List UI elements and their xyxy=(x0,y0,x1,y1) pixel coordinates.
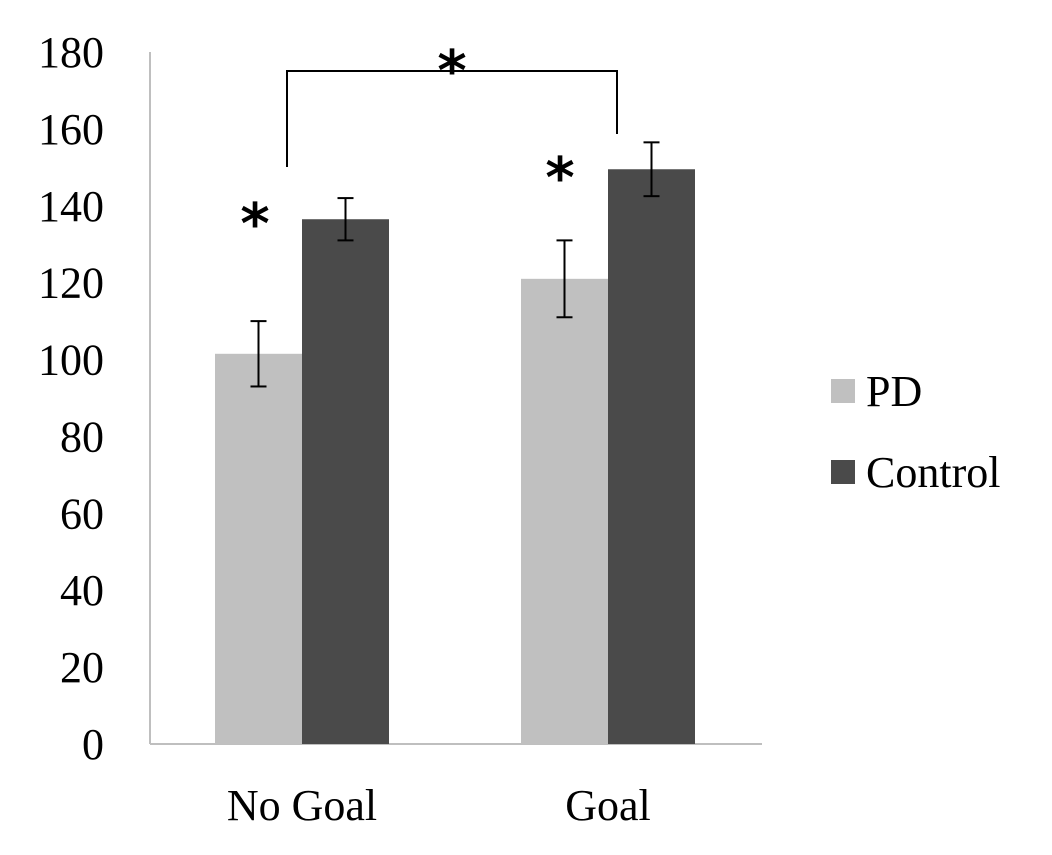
y-tick-label: 100 xyxy=(38,336,104,385)
y-tick-label: 180 xyxy=(38,28,104,77)
legend-label-pd: PD xyxy=(866,367,922,416)
legend-label-control: Control xyxy=(866,448,1000,497)
y-tick-label: 40 xyxy=(60,566,104,615)
bar-control-no-goal xyxy=(302,219,389,744)
bar-control-goal xyxy=(608,169,695,744)
x-category-label: No Goal xyxy=(227,781,377,830)
y-tick-label: 80 xyxy=(60,412,104,461)
legend-swatch-pd xyxy=(831,379,855,403)
y-tick-label: 20 xyxy=(60,643,104,692)
bars xyxy=(215,169,695,744)
significance-star: * xyxy=(545,146,574,211)
error-bars xyxy=(250,141,660,388)
y-tick-label: 60 xyxy=(60,489,104,538)
x-category-label: Goal xyxy=(565,781,651,830)
bar-pd-no-goal xyxy=(215,353,302,744)
y-tick-label: 140 xyxy=(38,182,104,231)
significance-star-between: * xyxy=(437,39,466,104)
significance-annotations: * * * xyxy=(240,39,618,257)
significance-star: * xyxy=(240,192,269,257)
x-axis-category-labels: No Goal Goal xyxy=(227,781,651,830)
significance-bracket xyxy=(286,70,618,167)
y-tick-label: 160 xyxy=(38,105,104,154)
bar-pd-goal xyxy=(521,278,608,744)
y-tick-label: 120 xyxy=(38,259,104,308)
legend: PD Control xyxy=(831,367,1000,497)
legend-swatch-control xyxy=(831,460,855,484)
y-tick-label: 0 xyxy=(82,720,104,769)
y-axis-ticks: 0 20 40 60 80 100 120 140 160 180 xyxy=(38,28,104,769)
